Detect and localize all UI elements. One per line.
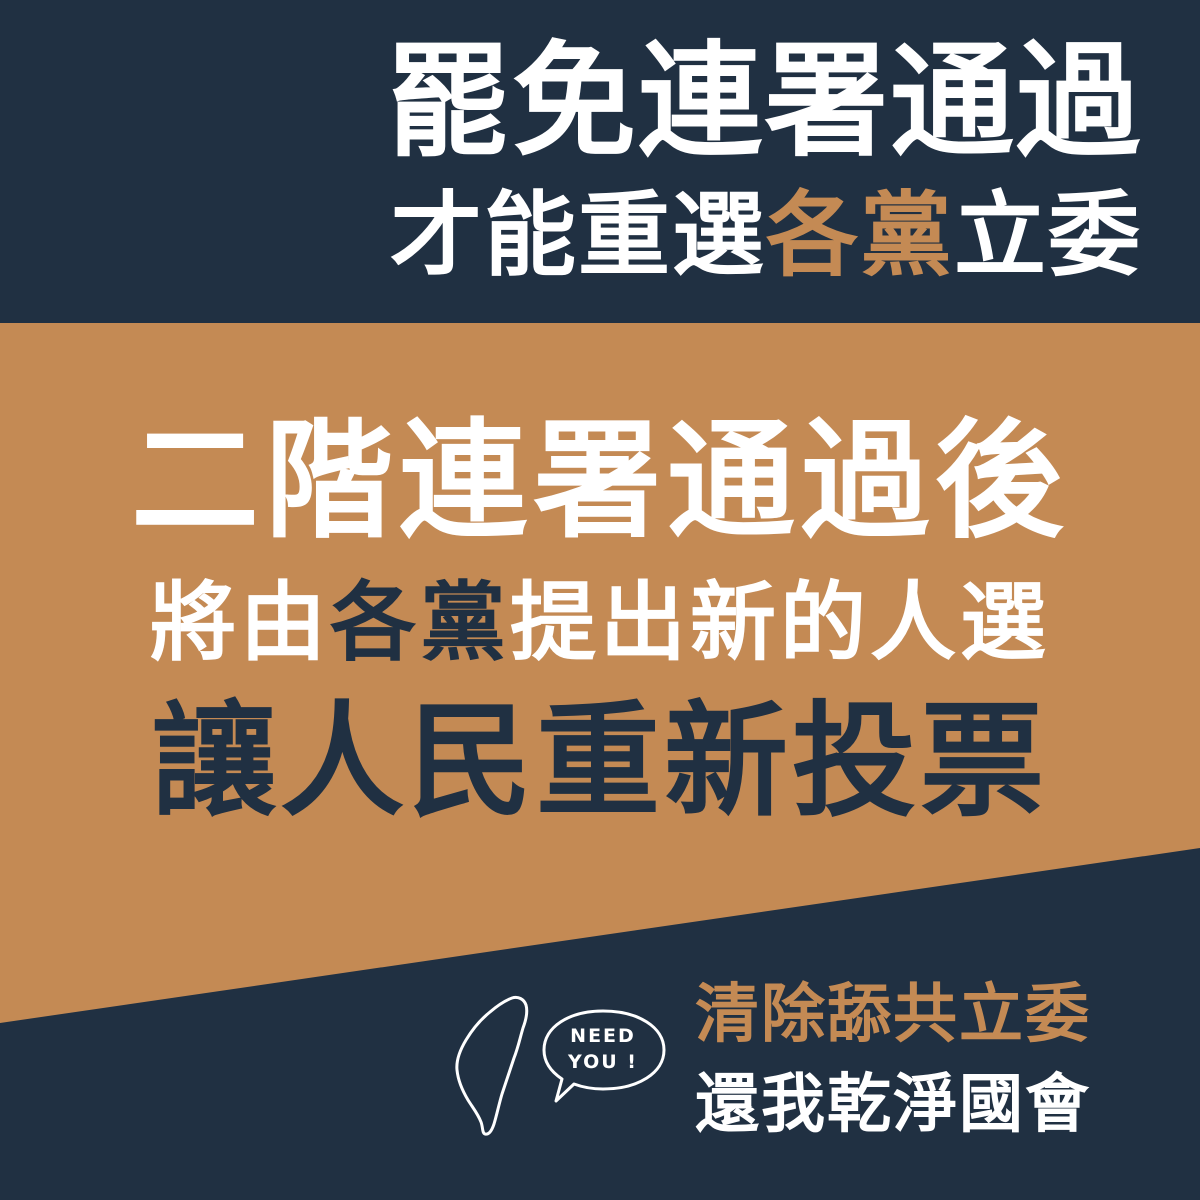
main-callout: 讓人民重新投票	[151, 690, 1048, 834]
bubble-text-you: YOU !	[568, 1051, 638, 1073]
main-subline: 將由各黨提出新的人選	[0, 580, 1200, 666]
bubble-text-need: NEED	[570, 1025, 636, 1047]
main-subline-highlight: 各黨	[330, 573, 510, 673]
header-subtitle-highlight: 各黨	[765, 182, 954, 289]
speech-bubble-icon: NEED YOU !	[540, 1005, 680, 1115]
header-title: 罷免連署通過	[385, 30, 1142, 174]
main-headline: 二階連署通過後	[130, 407, 1069, 556]
header-subtitle: 才能重選各黨立委	[390, 190, 1142, 282]
taiwan-outline-icon	[455, 995, 529, 1136]
main-subline-part-1: 將由	[150, 573, 330, 673]
header-subtitle-part-3: 立委	[953, 182, 1142, 289]
footer-slogan-1: 清除舔共立委	[695, 978, 1091, 1052]
header-subtitle-part-1: 才能重選	[389, 182, 766, 289]
footer-slogan-2: 還我乾淨國會	[695, 1068, 1091, 1142]
main-subline-part-3: 提出新的人選	[510, 573, 1050, 673]
